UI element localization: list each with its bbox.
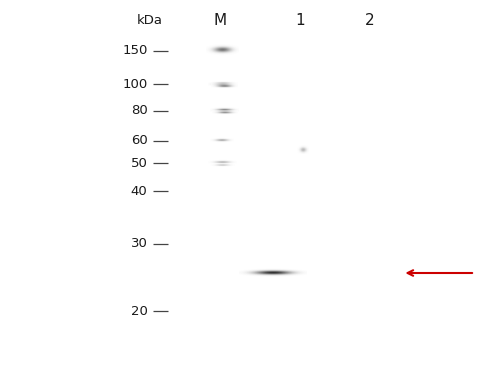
- Text: 30: 30: [130, 237, 148, 250]
- Text: 20: 20: [130, 305, 148, 318]
- Text: kDa: kDa: [137, 14, 163, 27]
- Text: 2: 2: [365, 13, 375, 28]
- Text: 50: 50: [130, 157, 148, 170]
- Text: 100: 100: [122, 78, 148, 91]
- Text: 80: 80: [131, 104, 148, 117]
- Text: 60: 60: [131, 134, 148, 147]
- Text: 40: 40: [131, 185, 148, 198]
- Text: 150: 150: [122, 44, 148, 57]
- Text: 1: 1: [295, 13, 305, 28]
- Text: M: M: [214, 13, 226, 28]
